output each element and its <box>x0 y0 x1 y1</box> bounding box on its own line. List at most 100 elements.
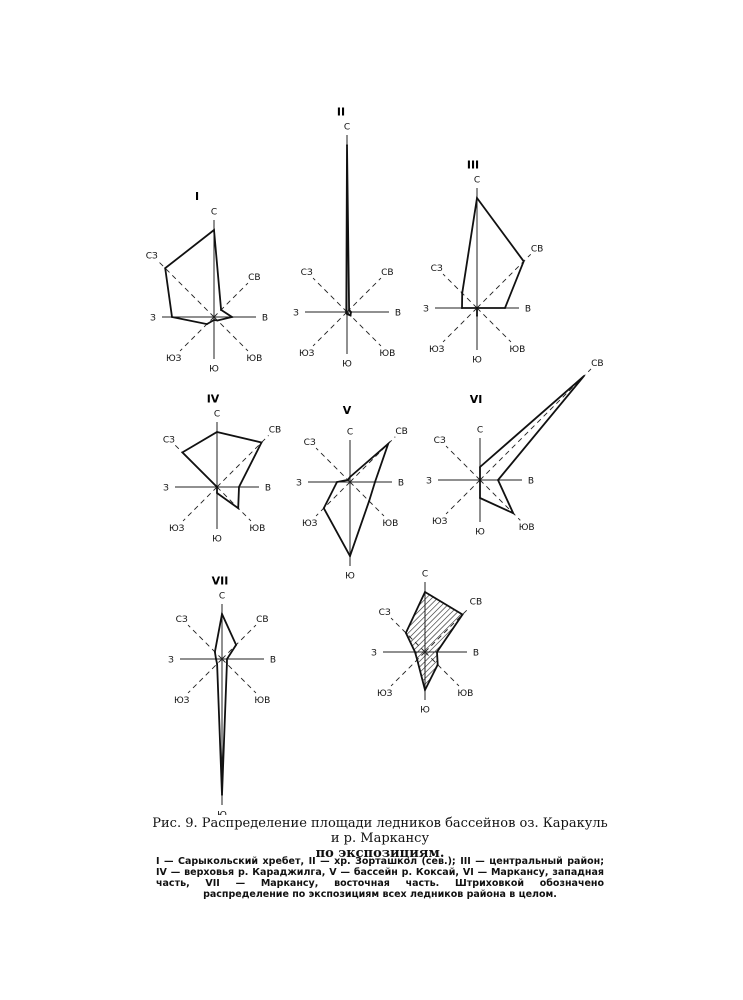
vertex-nw <box>461 292 464 295</box>
axis-label-ne: СВ <box>381 268 393 278</box>
axis-sw <box>445 479 481 515</box>
axis-ne <box>213 282 249 318</box>
radar-chart-II: С СВ В ЮВ Ю ЮЗ З СЗ II <box>293 106 401 370</box>
axis-nw <box>312 277 348 313</box>
vertex-e <box>497 479 499 481</box>
axis-label-s: Ю <box>217 811 227 816</box>
axis-label-w: З <box>293 309 299 319</box>
radar-figure: ССВВЮВЮЮЗЗСЗIССВВЮВЮЮЗЗСЗIIССВВЮВЮЮЗЗСЗI… <box>146 106 604 816</box>
vertex-n <box>213 229 215 231</box>
axis-label-se: ЮВ <box>382 519 398 529</box>
radar-polygon <box>461 195 525 316</box>
vertex-nw <box>214 651 216 653</box>
axis-label-w: З <box>426 477 432 487</box>
axis-label-n: С <box>347 428 353 438</box>
vertex-n <box>216 431 218 433</box>
vertex-e <box>231 316 233 318</box>
axis-label-ne: СВ <box>256 615 268 625</box>
axis-label-w: З <box>150 314 156 324</box>
axis-se <box>346 311 382 347</box>
axis-label-sw: ЮЗ <box>169 524 185 534</box>
axis-se <box>213 316 249 352</box>
radar-chart-VII: С СВ В ЮВ Ю ЮЗ З СЗ VII <box>168 575 276 816</box>
radar-polygon <box>479 375 585 516</box>
axis-ne <box>221 624 257 660</box>
axis-label-s: Ю <box>420 706 430 716</box>
axis-ne <box>346 277 382 313</box>
axis-ne <box>476 253 532 309</box>
vertex-nw <box>479 479 481 481</box>
axis-se <box>476 307 512 343</box>
axis-label-nw: СЗ <box>431 264 443 274</box>
axis-nw <box>157 260 215 318</box>
axis-sw <box>312 311 348 347</box>
axis-label-w: З <box>371 649 377 659</box>
chart-numeral: I <box>195 190 199 203</box>
vertex-sw <box>206 323 208 325</box>
vertex-w <box>336 481 338 483</box>
vertex-n <box>221 613 223 615</box>
axis-label-w: З <box>168 656 174 666</box>
vertex-nw <box>345 310 348 313</box>
vertex-s <box>216 492 218 494</box>
axis-ne <box>349 436 396 483</box>
vertex-w <box>461 307 463 309</box>
axis-label-ne: СВ <box>395 427 407 437</box>
chart-numeral: II <box>337 106 345 119</box>
radar-polygon <box>180 431 263 510</box>
axis-se <box>221 658 257 694</box>
vertex-sw <box>322 507 325 510</box>
axis-label-sw: ЮЗ <box>429 345 445 355</box>
axis-label-se: ЮВ <box>254 696 270 706</box>
axis-label-e: В <box>270 656 276 666</box>
vertex-ne <box>220 309 222 311</box>
axis-label-se: ЮВ <box>519 523 535 533</box>
radar-chart-IV: С СВ В ЮВ Ю ЮЗ З СЗ IV <box>163 393 281 545</box>
axis-label-e: В <box>395 309 401 319</box>
axis-label-s: Ю <box>475 528 485 538</box>
radar-polygon <box>322 440 391 559</box>
axis-sw <box>390 651 426 687</box>
axis-label-s: Ю <box>209 365 219 375</box>
vertex-n <box>479 466 481 468</box>
axis-label-e: В <box>473 649 479 659</box>
vertex-w <box>414 651 416 653</box>
vertex-w <box>216 486 218 488</box>
axis-sw <box>442 307 478 343</box>
axis-label-sw: ЮЗ <box>174 696 190 706</box>
axis-label-e: В <box>528 477 534 487</box>
chart-numeral: VII <box>212 575 229 588</box>
axis-label-nw: СЗ <box>176 615 188 625</box>
vertex-ne <box>260 441 263 444</box>
axis-label-n: С <box>477 426 483 436</box>
axis-label-ne: СВ <box>531 244 543 254</box>
radar-chart-VI: С СВ В ЮВ Ю ЮЗ З СЗ VI <box>426 359 604 537</box>
axis-label-sw: ЮЗ <box>377 689 393 699</box>
axis-label-se: ЮВ <box>457 689 473 699</box>
axis-ne <box>479 368 592 481</box>
vertex-ne <box>387 442 390 445</box>
axis-label-nw: СЗ <box>146 251 158 261</box>
vertex-ne <box>583 375 585 377</box>
axis-label-ne: СВ <box>269 426 281 436</box>
axis-se <box>216 486 252 522</box>
vertex-s <box>349 555 351 557</box>
radar-chart-I: С СВ В ЮВ Ю ЮЗ З СЗ I <box>146 190 268 375</box>
axis-label-w: З <box>296 479 302 489</box>
caption-title: Рис. 9. Распределение площади ледников б… <box>152 816 608 846</box>
vertex-sw <box>216 663 218 665</box>
axis-label-se: ЮВ <box>246 354 262 364</box>
axis-label-n: С <box>219 592 225 602</box>
vertex-ne <box>461 613 464 616</box>
vertex-s <box>479 497 481 499</box>
axis-label-sw: ЮЗ <box>432 517 448 527</box>
axis-label-nw: СЗ <box>163 435 175 445</box>
vertex-nw <box>346 478 349 481</box>
axis-label-n: С <box>422 570 428 580</box>
axis-label-ne: СВ <box>470 598 482 608</box>
axis-label-nw: СЗ <box>304 438 316 448</box>
axis-sw <box>179 316 215 352</box>
vertex-nw <box>405 632 407 634</box>
axis-label-s: Ю <box>472 356 482 366</box>
axis-label-s: Ю <box>342 360 352 370</box>
